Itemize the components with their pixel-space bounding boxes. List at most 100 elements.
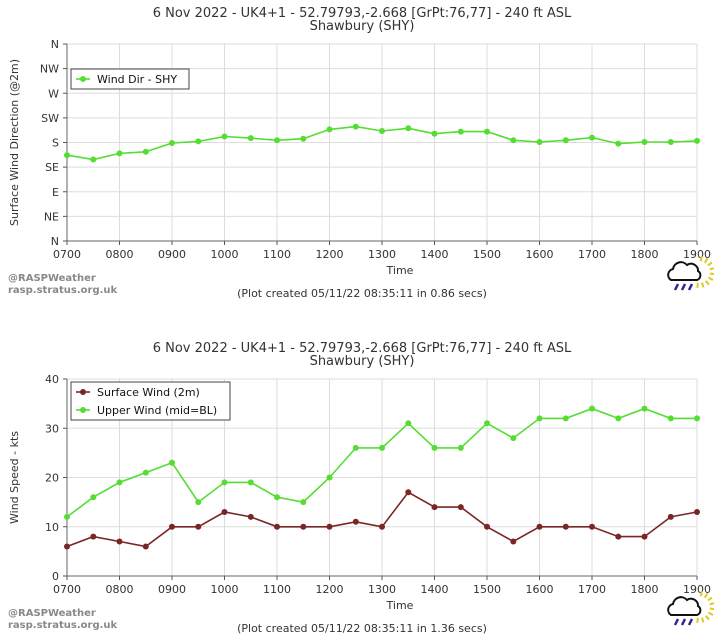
data-point: [457, 128, 464, 135]
legend: Surface Wind (2m) Upper Wind (mid=BL): [70, 381, 231, 421]
data-point: [457, 504, 464, 511]
data-point: [615, 533, 622, 540]
sun-ray: [707, 261, 713, 267]
x-tick-label: 1500: [473, 248, 501, 261]
data-point: [405, 125, 412, 132]
data-point: [615, 140, 622, 147]
brand-name: @RASPWeather: [8, 608, 96, 619]
data-point: [536, 415, 543, 422]
data-point: [694, 137, 700, 144]
sun-ray: [709, 607, 714, 611]
data-point: [405, 489, 412, 496]
chart-subtitle: Shawbury (SHY): [310, 19, 415, 34]
sun-ray: [705, 615, 710, 621]
data-point: [326, 523, 333, 530]
data-point: [195, 138, 202, 145]
x-tick-label: 0800: [106, 583, 134, 596]
y-axis-label: Surface Wind Direction (@2m): [8, 59, 21, 226]
plot-created-note: (Plot created 05/11/22 08:35:11 in 0.86 …: [237, 287, 487, 300]
legend-box: [70, 68, 190, 90]
data-point: [90, 494, 97, 501]
data-point: [379, 444, 385, 451]
cloud-shape: [667, 596, 702, 616]
data-point: [536, 523, 543, 530]
data-point: [510, 435, 517, 442]
data-point: [536, 139, 543, 145]
data-point: [64, 152, 70, 159]
y-tick-label: 20: [45, 472, 59, 485]
x-tick-label: 1800: [631, 583, 659, 596]
sun-ray: [699, 256, 703, 262]
data-point: [116, 538, 123, 545]
x-tick-label: 1700: [578, 248, 606, 261]
data-point: [694, 415, 700, 422]
data-point: [352, 123, 359, 130]
x-tick-label: 1100: [263, 583, 291, 596]
x-tick-label: 1600: [526, 583, 554, 596]
legend-label: Wind Dir - SHY: [97, 73, 177, 86]
sun-ray: [707, 596, 713, 602]
data-point: [431, 504, 438, 511]
x-tick-label: 0900: [158, 248, 186, 261]
y-tick-label: N: [51, 235, 59, 248]
sun-ray: [696, 617, 699, 624]
y-tick-label: 30: [45, 422, 59, 435]
sun-ray: [709, 602, 714, 606]
data-point: [510, 137, 517, 144]
x-tick-label: 1800: [631, 248, 659, 261]
data-point: [169, 459, 175, 466]
y-tick-label: SE: [45, 161, 59, 174]
x-axis-label: Time: [386, 264, 414, 277]
y-axis-label: Wind Speed - kts: [8, 431, 21, 524]
x-tick-label: 0900: [158, 583, 186, 596]
cloud-rain-icon: [667, 256, 714, 291]
data-point: [142, 543, 149, 550]
chart-subtitle: Shawbury (SHY): [310, 354, 415, 369]
x-axis-label: Time: [386, 599, 414, 612]
data-point: [484, 128, 490, 135]
data-point: [641, 533, 648, 540]
y-tick-label: W: [48, 87, 59, 100]
data-point: [694, 509, 700, 515]
y-tick-label: 0: [52, 570, 59, 583]
rain-drop: [687, 283, 694, 291]
rain-drop: [680, 283, 687, 291]
data-point: [274, 494, 280, 501]
data-point: [169, 140, 175, 146]
data-point: [326, 474, 333, 481]
sun-ray: [696, 282, 699, 289]
data-point: [457, 444, 464, 451]
data-point: [274, 523, 280, 530]
x-tick-label: 1900: [683, 248, 711, 261]
data-point: [64, 543, 70, 550]
sun-ray: [703, 257, 709, 264]
x-tick-label: 0800: [106, 248, 134, 261]
data-point: [195, 523, 202, 530]
series-1: [64, 489, 700, 550]
legend-label: Upper Wind (mid=BL): [97, 404, 217, 417]
sun-ray: [708, 611, 714, 616]
data-point: [431, 130, 438, 137]
cloud-rain-icon: [667, 591, 714, 626]
chart-2: 6 Nov 2022 - UK4+1 - 52.79793,-2.668 [Gr…: [8, 341, 714, 635]
data-point: [64, 513, 70, 520]
y-tick-label: NW: [40, 63, 59, 76]
data-point: [221, 509, 228, 515]
sun-ray: [699, 591, 703, 597]
sun-ray: [705, 280, 710, 286]
y-tick-label: 10: [45, 521, 59, 534]
y-tick-label: SW: [41, 112, 59, 125]
y-tick-label: E: [52, 186, 59, 199]
data-point: [221, 479, 228, 486]
x-tick-label: 0700: [53, 248, 81, 261]
data-point: [142, 469, 149, 476]
data-point: [484, 523, 490, 530]
x-tick-label: 1900: [683, 583, 711, 596]
x-tick-label: 1200: [316, 248, 344, 261]
sun-ray: [709, 267, 714, 271]
brand-name: @RASPWeather: [8, 273, 96, 284]
x-tick-label: 1000: [211, 583, 239, 596]
y-tick-label: 40: [45, 373, 59, 386]
